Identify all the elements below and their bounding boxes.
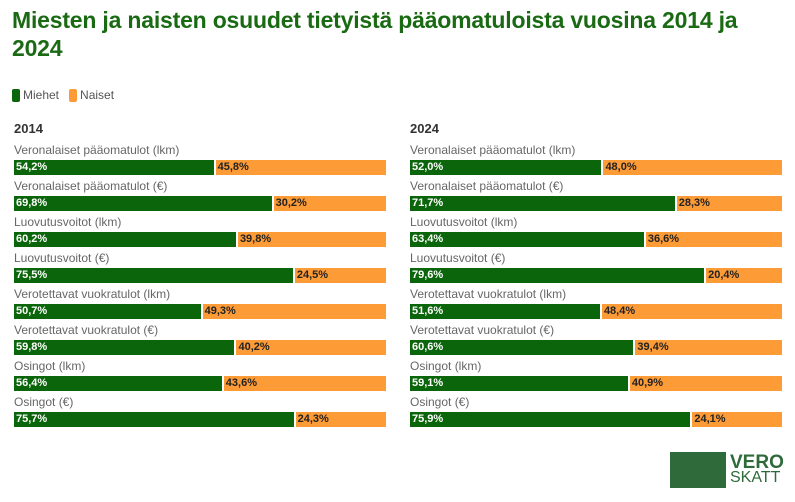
category-label: Verotettavat vuokratulot (€) — [14, 323, 159, 337]
category-label: Osingot (lkm) — [410, 359, 482, 373]
bar-segment-women: 20,4% — [706, 268, 782, 283]
legend-item-women: Naiset — [69, 88, 114, 102]
bar-segment-women: 48,0% — [603, 160, 782, 175]
bar-segment-men: 59,1% — [410, 376, 630, 391]
category-label: Verotettavat vuokratulot (lkm) — [410, 287, 567, 301]
panel-year: 2014 — [14, 121, 43, 136]
bar-segment-men: 54,2% — [14, 160, 216, 175]
bar-segment-men: 75,7% — [14, 412, 296, 427]
category-label: Luovutusvoitot (€) — [14, 251, 110, 265]
stacked-bar: 59,8% 40,2% — [14, 340, 386, 355]
stacked-bar: 75,5% 24,5% — [14, 268, 386, 283]
stacked-bar: 75,9% 24,1% — [410, 412, 782, 427]
logo-emblem-icon — [670, 452, 726, 488]
category-label: Veronalaiset pääomatulot (lkm) — [410, 143, 576, 157]
bar-segment-women: 28,3% — [676, 196, 782, 211]
bar-segment-men: 51,6% — [410, 304, 602, 319]
category-label: Veronalaiset pääomatulot (lkm) — [14, 143, 180, 157]
legend-label-men: Miehet — [23, 88, 60, 102]
bar-segment-women: 30,2% — [273, 196, 386, 211]
bar-segment-men: 50,7% — [14, 304, 203, 319]
stacked-bar: 60,2% 39,8% — [14, 232, 386, 247]
bar-segment-women: 43,6% — [223, 376, 386, 391]
bar-row: Luovutusvoitot (€) 75,5% 24,5% — [14, 250, 386, 286]
bar-row: Veronalaiset pääomatulot (lkm) 54,2% 45,8% — [14, 142, 386, 178]
bar-segment-women: 36,6% — [645, 232, 782, 247]
category-label: Luovutusvoitot (lkm) — [410, 215, 518, 229]
stacked-bar: 52,0% 48,0% — [410, 160, 782, 175]
bar-segment-women: 40,9% — [629, 376, 782, 391]
category-label: Luovutusvoitot (lkm) — [14, 215, 122, 229]
bar-row: Veronalaiset pääomatulot (€) 69,8% 30,2% — [14, 178, 386, 214]
bar-row: Verotettavat vuokratulot (lkm) 50,7% 49,3% — [14, 286, 386, 322]
category-label: Verotettavat vuokratulot (lkm) — [14, 287, 171, 301]
stacked-bar: 51,6% 48,4% — [410, 304, 782, 319]
bar-row: Luovutusvoitot (€) 79,6% 20,4% — [410, 250, 782, 286]
bar-row: Verotettavat vuokratulot (lkm) 51,6% 48,4% — [410, 286, 782, 322]
bar-segment-men: 59,8% — [14, 340, 237, 355]
legend-swatch-women — [69, 88, 78, 102]
bar-segment-men: 63,4% — [410, 232, 646, 247]
legend-label-women: Naiset — [80, 88, 115, 102]
bar-segment-men: 60,2% — [14, 232, 238, 247]
bar-segment-women: 49,3% — [202, 304, 386, 319]
category-label: Veronalaiset pääomatulot (€) — [410, 179, 564, 193]
bar-segment-women: 40,2% — [236, 340, 386, 355]
bar-segment-women: 45,8% — [215, 160, 386, 175]
bar-row: Verotettavat vuokratulot (€) 59,8% 40,2% — [14, 322, 386, 358]
bar-segment-women: 39,4% — [635, 340, 782, 355]
legend-item-men: Miehet — [12, 88, 59, 102]
bar-row: Osingot (lkm) 59,1% 40,9% — [410, 358, 782, 394]
stacked-bar: 56,4% 43,6% — [14, 376, 386, 391]
stacked-bar: 71,7% 28,3% — [410, 196, 782, 211]
category-label: Osingot (€) — [14, 395, 74, 409]
stacked-bar: 50,7% 49,3% — [14, 304, 386, 319]
stacked-bar: 75,7% 24,3% — [14, 412, 386, 427]
stacked-bar: 60,6% 39,4% — [410, 340, 782, 355]
category-label: Verotettavat vuokratulot (€) — [410, 323, 555, 337]
bar-segment-women: 39,8% — [237, 232, 386, 247]
bar-row: Osingot (€) 75,7% 24,3% — [14, 394, 386, 430]
bar-row: Verotettavat vuokratulot (€) 60,6% 39,4% — [410, 322, 782, 358]
bar-segment-men: 52,0% — [410, 160, 604, 175]
bar-row: Veronalaiset pääomatulot (€) 71,7% 28,3% — [410, 178, 782, 214]
bar-row: Luovutusvoitot (lkm) 63,4% 36,6% — [410, 214, 782, 250]
category-label: Osingot (€) — [410, 395, 470, 409]
bar-segment-men: 79,6% — [410, 268, 707, 283]
bar-segment-men: 69,8% — [14, 196, 274, 211]
bar-segment-men: 56,4% — [14, 376, 224, 391]
chart-title: Miesten ja naisten osuudet tietyistä pää… — [12, 7, 738, 61]
bar-segment-men: 60,6% — [410, 340, 636, 355]
legend: Miehet Naiset — [12, 88, 114, 102]
bar-segment-women: 24,5% — [294, 268, 386, 283]
bar-segment-women: 24,1% — [692, 412, 782, 427]
logo-text-vero: VERO — [730, 452, 784, 473]
vero-skatt-logo: VERO SKATT — [670, 452, 784, 488]
legend-swatch-men — [12, 88, 20, 102]
bar-segment-men: 75,9% — [410, 412, 693, 427]
stacked-bar: 79,6% 20,4% — [410, 268, 782, 283]
bar-row: Luovutusvoitot (lkm) 60,2% 39,8% — [14, 214, 386, 250]
category-label: Veronalaiset pääomatulot (€) — [14, 179, 168, 193]
panel-2024: 2024 Veronalaiset pääomatulot (lkm) 52,0%… — [410, 120, 782, 430]
category-label: Luovutusvoitot (€) — [410, 251, 506, 265]
stacked-bar: 63,4% 36,6% — [410, 232, 782, 247]
category-label: Osingot (lkm) — [14, 359, 86, 373]
bar-row: Veronalaiset pääomatulot (lkm) 52,0% 48,0% — [410, 142, 782, 178]
stacked-bar: 59,1% 40,9% — [410, 376, 782, 391]
bar-row: Osingot (lkm) 56,4% 43,6% — [14, 358, 386, 394]
panel-year: 2024 — [410, 121, 439, 136]
bar-segment-men: 75,5% — [14, 268, 295, 283]
bar-segment-men: 71,7% — [410, 196, 677, 211]
stacked-bar: 69,8% 30,2% — [14, 196, 386, 211]
bar-segment-women: 24,3% — [295, 412, 386, 427]
panel-2014: 2014 Veronalaiset pääomatulot (lkm) 54,2%… — [14, 120, 386, 430]
stacked-bar: 54,2% 45,8% — [14, 160, 386, 175]
logo-text-skatt: SKATT — [730, 469, 781, 486]
bar-segment-women: 48,4% — [601, 304, 782, 319]
bar-row: Osingot (€) 75,9% 24,1% — [410, 394, 782, 430]
